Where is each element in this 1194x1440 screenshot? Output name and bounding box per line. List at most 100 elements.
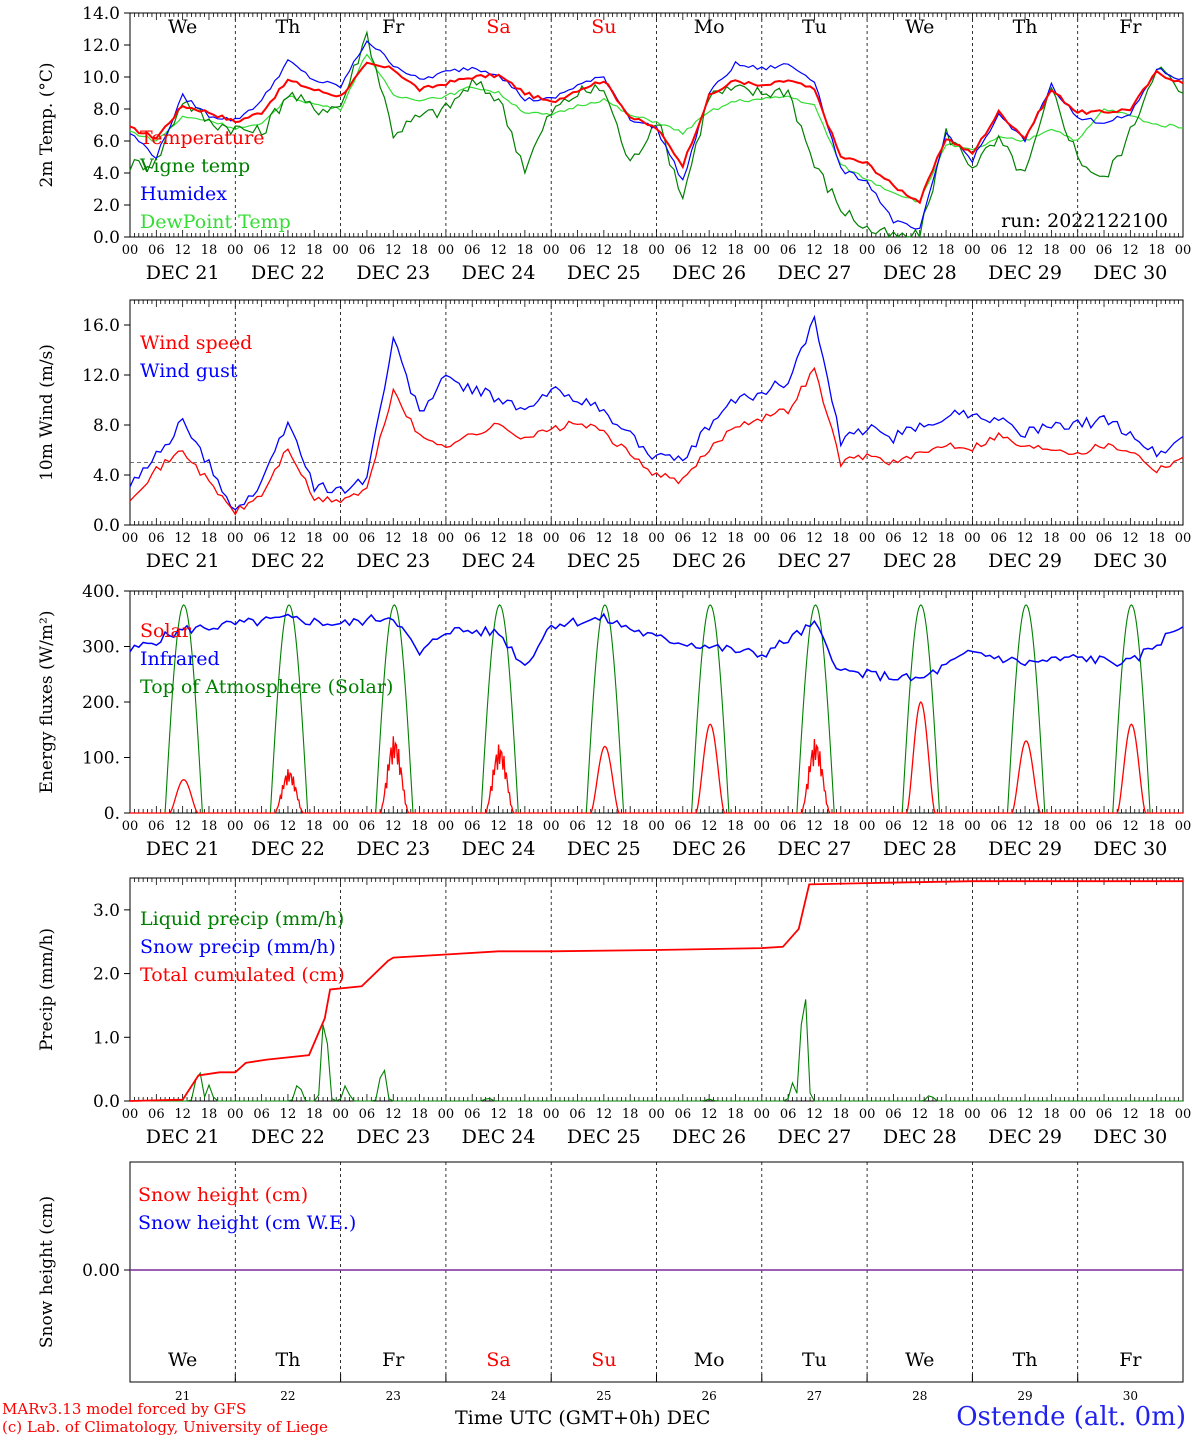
temp-panel-hour-label: 06: [675, 243, 692, 258]
temp-legend-entry: DewPoint Temp: [140, 211, 291, 233]
temp-series-1: [129, 61, 1184, 205]
temp-series-2: [129, 30, 1184, 239]
temp-panel-y-tick-label: 14.0: [82, 4, 120, 24]
precip-panel-hour-label: 12: [385, 1107, 402, 1122]
temp-weekday-label: Tu: [802, 16, 827, 38]
wind-panel-hour-label: 00: [122, 531, 139, 546]
wind-panel-hour-label: 12: [596, 531, 613, 546]
energy-panel-hour-label: 00: [754, 819, 771, 834]
temp-panel-hour-label: 18: [306, 243, 323, 258]
energy-panel-hour-label: 12: [806, 819, 823, 834]
temp-panel-hour-label: 12: [280, 243, 297, 258]
temp-legend-entry: Temperature: [140, 127, 264, 149]
precip-panel-hour-label: 00: [332, 1107, 349, 1122]
precip-panel-hour-label: 00: [543, 1107, 560, 1122]
temp-panel-hour-label: 00: [332, 243, 349, 258]
precip-panel-hour-label: 18: [411, 1107, 428, 1122]
energy-panel-hour-label: 18: [1148, 819, 1165, 834]
snow-day-number: 23: [386, 1389, 401, 1403]
snow-legend-entry: Snow height (cm): [138, 1184, 308, 1206]
energy-panel-day-label: DEC 28: [883, 838, 957, 860]
snow-day-number: 22: [280, 1389, 295, 1403]
energy-panel-hour-label: 00: [227, 819, 244, 834]
model-label: MARv3.13 model forced by GFS: [2, 1400, 247, 1418]
precip-panel-hour-label: 06: [464, 1107, 481, 1122]
precip-panel-hour-label: 12: [806, 1107, 823, 1122]
temp-panel-hour-label: 00: [859, 243, 876, 258]
precip-panel-hour-label: 06: [569, 1107, 586, 1122]
precip-panel-hour-label: 06: [1096, 1107, 1113, 1122]
temp-weekday-label: We: [168, 16, 197, 38]
energy-panel-day-label: DEC 21: [146, 838, 220, 860]
wind-panel-day-label: DEC 22: [251, 550, 325, 572]
precip-panel-day-label: DEC 24: [462, 1126, 536, 1148]
temp-panel-hour-label: 06: [253, 243, 270, 258]
snow-weekday-label: We: [905, 1349, 934, 1371]
temp-panel-hour-label: 18: [1148, 243, 1165, 258]
precip-panel-hour-label: 06: [990, 1107, 1007, 1122]
temp-panel-hour-label: 00: [648, 243, 665, 258]
temp-weekday-label: Su: [591, 16, 616, 38]
energy-panel-day-label: DEC 25: [567, 838, 641, 860]
temp-panel-hour-label: 12: [701, 243, 718, 258]
temp-panel-day-label: DEC 29: [988, 262, 1062, 284]
temp-panel-day-label: DEC 24: [462, 262, 536, 284]
temp-panel-hour-label: 12: [596, 243, 613, 258]
snow-day-number: 24: [491, 1389, 507, 1403]
energy-panel-hour-label: 18: [833, 819, 850, 834]
wind-panel-hour-label: 00: [1175, 531, 1192, 546]
wind-panel-day-label: DEC 21: [146, 550, 220, 572]
temp-panel-hour-label: 00: [543, 243, 560, 258]
energy-panel-hour-label: 12: [1017, 819, 1034, 834]
precip-panel-hour-label: 18: [306, 1107, 323, 1122]
energy-panel-hour-label: 00: [122, 819, 139, 834]
temp-panel-y-tick-label: 0.0: [93, 228, 120, 248]
energy-panel-hour-label: 00: [543, 819, 560, 834]
temp-panel-day-label: DEC 21: [146, 262, 220, 284]
precip-panel-hour-label: 18: [1148, 1107, 1165, 1122]
temp-panel-day-label: DEC 25: [567, 262, 641, 284]
wind-panel-hour-label: 18: [517, 531, 534, 546]
temp-panel-hour-label: 00: [754, 243, 771, 258]
energy-panel-hour-label: 00: [964, 819, 981, 834]
temp-panel-hour-label: 00: [1175, 243, 1192, 258]
energy-legend-entry: Infrared: [140, 648, 220, 670]
snow-weekday-label: Tu: [802, 1349, 827, 1371]
temp-panel-hour-label: 12: [385, 243, 402, 258]
temp-panel-hour-label: 00: [438, 243, 455, 258]
snow-legend-entry: Snow height (cm W.E.): [138, 1212, 356, 1234]
wind-panel-y-tick-label: 16.0: [82, 316, 120, 336]
energy-panel-hour-label: 06: [253, 819, 270, 834]
wind-panel-hour-label: 12: [701, 531, 718, 546]
precip-panel-y-tick-label: 0.0: [93, 1092, 120, 1112]
temp-panel-hour-label: 00: [964, 243, 981, 258]
wind-panel-hour-label: 06: [885, 531, 902, 546]
precip-panel-hour-label: 18: [1043, 1107, 1060, 1122]
energy-panel-hour-label: 18: [622, 819, 639, 834]
wind-panel-hour-label: 00: [227, 531, 244, 546]
wind-panel-y-axis-label: 10m Wind (m/s): [37, 344, 57, 481]
wind-panel-day-label: DEC 25: [567, 550, 641, 572]
temp-weekday-label: Th: [1013, 16, 1038, 38]
temp-panel-hour-label: 06: [885, 243, 902, 258]
temp-panel-hour-label: 06: [148, 243, 165, 258]
snow-day-number: 30: [1123, 1389, 1138, 1403]
wind-panel-hour-label: 00: [543, 531, 560, 546]
energy-panel-day-label: DEC 29: [988, 838, 1062, 860]
precip-panel-hour-label: 18: [201, 1107, 218, 1122]
energy-panel-hour-label: 06: [359, 819, 376, 834]
wind-panel-hour-label: 18: [1148, 531, 1165, 546]
precip-panel-hour-label: 18: [938, 1107, 955, 1122]
run-label: run: 2022122100: [1001, 210, 1168, 232]
energy-panel-y-tick-label: 300.: [82, 638, 120, 658]
wind-panel-hour-label: 06: [569, 531, 586, 546]
energy-panel-hour-label: 00: [1069, 819, 1086, 834]
temp-panel-hour-label: 18: [517, 243, 534, 258]
energy-panel-day-label: DEC 22: [251, 838, 325, 860]
temp-panel-hour-label: 18: [938, 243, 955, 258]
precip-panel-hour-label: 06: [148, 1107, 165, 1122]
precip-panel-day-label: DEC 23: [356, 1126, 430, 1148]
temp-panel-hour-label: 18: [833, 243, 850, 258]
time-axis-title: Time UTC (GMT+0h) DEC: [455, 1407, 710, 1429]
wind-panel-hour-label: 06: [148, 531, 165, 546]
